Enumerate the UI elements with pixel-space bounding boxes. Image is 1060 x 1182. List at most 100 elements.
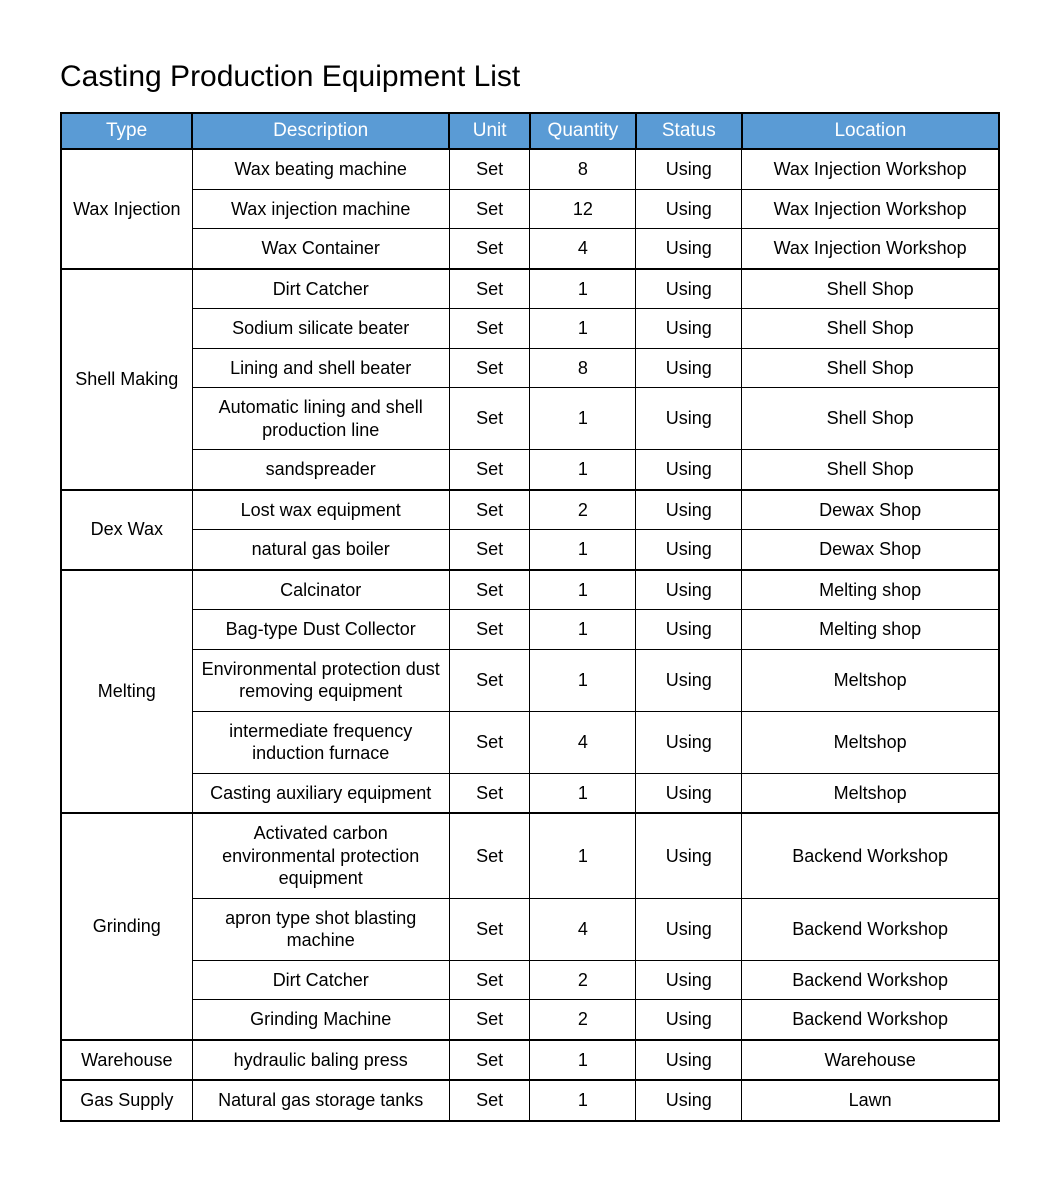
table-row: Dex WaxLost wax equipmentSet2UsingDewax … <box>61 490 999 530</box>
cell-status: Using <box>636 490 742 530</box>
cell-quantity: 1 <box>530 570 636 610</box>
cell-location: Meltshop <box>742 649 999 711</box>
cell-type: Grinding <box>61 813 192 1040</box>
cell-quantity: 8 <box>530 348 636 388</box>
cell-unit: Set <box>449 490 530 530</box>
cell-location: Melting shop <box>742 610 999 650</box>
cell-description: sandspreader <box>192 450 449 490</box>
cell-status: Using <box>636 388 742 450</box>
cell-description: Lost wax equipment <box>192 490 449 530</box>
table-row: intermediate frequency induction furnace… <box>61 711 999 773</box>
cell-description: Wax Container <box>192 229 449 269</box>
cell-status: Using <box>636 530 742 570</box>
table-row: Bag-type Dust CollectorSet1UsingMelting … <box>61 610 999 650</box>
cell-status: Using <box>636 450 742 490</box>
cell-location: Meltshop <box>742 711 999 773</box>
cell-unit: Set <box>449 711 530 773</box>
cell-location: Shell Shop <box>742 450 999 490</box>
cell-unit: Set <box>449 388 530 450</box>
cell-type: Gas Supply <box>61 1080 192 1121</box>
table-row: sandspreaderSet1UsingShell Shop <box>61 450 999 490</box>
cell-description: Wax injection machine <box>192 189 449 229</box>
cell-quantity: 2 <box>530 1000 636 1040</box>
cell-unit: Set <box>449 348 530 388</box>
cell-unit: Set <box>449 309 530 349</box>
cell-status: Using <box>636 309 742 349</box>
table-row: Lining and shell beaterSet8UsingShell Sh… <box>61 348 999 388</box>
cell-description: Dirt Catcher <box>192 269 449 309</box>
cell-status: Using <box>636 610 742 650</box>
table-row: Shell MakingDirt CatcherSet1UsingShell S… <box>61 269 999 309</box>
cell-status: Using <box>636 269 742 309</box>
cell-location: Wax Injection Workshop <box>742 189 999 229</box>
col-type: Type <box>61 113 192 149</box>
col-desc: Description <box>192 113 449 149</box>
cell-location: Backend Workshop <box>742 960 999 1000</box>
table-row: MeltingCalcinatorSet1UsingMelting shop <box>61 570 999 610</box>
cell-quantity: 4 <box>530 229 636 269</box>
cell-quantity: 2 <box>530 960 636 1000</box>
cell-unit: Set <box>449 149 530 189</box>
table-row: Environmental protection dust removing e… <box>61 649 999 711</box>
cell-quantity: 4 <box>530 711 636 773</box>
cell-unit: Set <box>449 1000 530 1040</box>
cell-description: Grinding Machine <box>192 1000 449 1040</box>
cell-location: Meltshop <box>742 773 999 813</box>
cell-location: Shell Shop <box>742 269 999 309</box>
cell-description: Lining and shell beater <box>192 348 449 388</box>
table-row: GrindingActivated carbon environmental p… <box>61 813 999 898</box>
cell-description: Calcinator <box>192 570 449 610</box>
cell-quantity: 1 <box>530 1080 636 1121</box>
table-row: Automatic lining and shell production li… <box>61 388 999 450</box>
cell-unit: Set <box>449 1080 530 1121</box>
cell-description: Environmental protection dust removing e… <box>192 649 449 711</box>
cell-location: Shell Shop <box>742 348 999 388</box>
cell-status: Using <box>636 813 742 898</box>
cell-description: Sodium silicate beater <box>192 309 449 349</box>
table-row: Dirt CatcherSet2UsingBackend Workshop <box>61 960 999 1000</box>
cell-quantity: 1 <box>530 610 636 650</box>
cell-location: Dewax Shop <box>742 490 999 530</box>
cell-unit: Set <box>449 450 530 490</box>
cell-quantity: 8 <box>530 149 636 189</box>
table-row: Sodium silicate beaterSet1UsingShell Sho… <box>61 309 999 349</box>
cell-description: Bag-type Dust Collector <box>192 610 449 650</box>
cell-quantity: 1 <box>530 649 636 711</box>
cell-description: intermediate frequency induction furnace <box>192 711 449 773</box>
cell-unit: Set <box>449 898 530 960</box>
cell-quantity: 1 <box>530 773 636 813</box>
cell-unit: Set <box>449 960 530 1000</box>
cell-unit: Set <box>449 530 530 570</box>
cell-description: Casting auxiliary equipment <box>192 773 449 813</box>
cell-description: apron type shot blasting machine <box>192 898 449 960</box>
table-row: Grinding MachineSet2UsingBackend Worksho… <box>61 1000 999 1040</box>
table-row: natural gas boilerSet1UsingDewax Shop <box>61 530 999 570</box>
cell-quantity: 1 <box>530 1040 636 1081</box>
cell-description: Dirt Catcher <box>192 960 449 1000</box>
cell-location: Backend Workshop <box>742 898 999 960</box>
table-row: Wax injection machineSet12UsingWax Injec… <box>61 189 999 229</box>
cell-quantity: 1 <box>530 813 636 898</box>
cell-status: Using <box>636 570 742 610</box>
table-row: Gas SupplyNatural gas storage tanksSet1U… <box>61 1080 999 1121</box>
col-status: Status <box>636 113 742 149</box>
cell-quantity: 1 <box>530 530 636 570</box>
cell-quantity: 1 <box>530 388 636 450</box>
cell-status: Using <box>636 1080 742 1121</box>
cell-location: Backend Workshop <box>742 1000 999 1040</box>
cell-status: Using <box>636 1000 742 1040</box>
equipment-table: Type Description Unit Quantity Status Lo… <box>60 112 1000 1122</box>
cell-quantity: 2 <box>530 490 636 530</box>
cell-status: Using <box>636 960 742 1000</box>
cell-unit: Set <box>449 229 530 269</box>
cell-type: Warehouse <box>61 1040 192 1081</box>
cell-location: Wax Injection Workshop <box>742 149 999 189</box>
cell-location: Wax Injection Workshop <box>742 229 999 269</box>
page-title: Casting Production Equipment List <box>60 60 1000 94</box>
cell-status: Using <box>636 773 742 813</box>
cell-location: Shell Shop <box>742 388 999 450</box>
cell-status: Using <box>636 348 742 388</box>
cell-quantity: 12 <box>530 189 636 229</box>
cell-status: Using <box>636 229 742 269</box>
cell-status: Using <box>636 1040 742 1081</box>
